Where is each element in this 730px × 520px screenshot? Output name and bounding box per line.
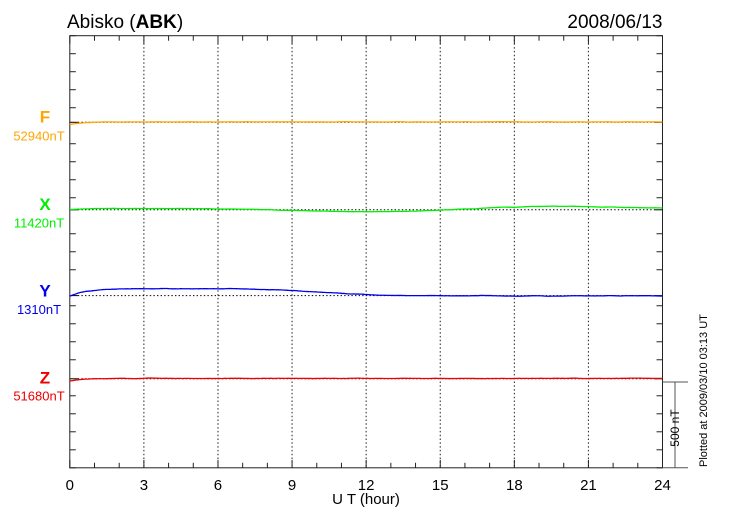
svg-text:F: F	[40, 108, 50, 127]
svg-text:Z: Z	[40, 369, 50, 388]
svg-text:3: 3	[140, 477, 148, 494]
svg-text:52940nT: 52940nT	[13, 129, 64, 144]
svg-text:500 nT: 500 nT	[668, 409, 682, 447]
svg-text:U T (hour): U T (hour)	[332, 491, 400, 508]
svg-text:21: 21	[580, 477, 597, 494]
svg-text:0: 0	[66, 477, 74, 494]
svg-text:Abisko (ABK): Abisko (ABK)	[67, 12, 183, 33]
svg-text:51680nT: 51680nT	[13, 388, 64, 403]
svg-text:Plotted at 2009/03/10 03:13 UT: Plotted at 2009/03/10 03:13 UT	[698, 314, 710, 467]
svg-text:1310nT: 1310nT	[17, 302, 61, 317]
svg-text:6: 6	[214, 477, 222, 494]
svg-text:15: 15	[432, 477, 449, 494]
svg-text:11420nT: 11420nT	[14, 216, 64, 231]
svg-text:24: 24	[654, 477, 671, 494]
svg-text:X: X	[39, 195, 51, 214]
svg-text:2008/06/13: 2008/06/13	[567, 12, 662, 33]
svg-text:9: 9	[288, 477, 296, 494]
svg-text:Y: Y	[39, 281, 51, 300]
svg-text:18: 18	[506, 477, 523, 494]
